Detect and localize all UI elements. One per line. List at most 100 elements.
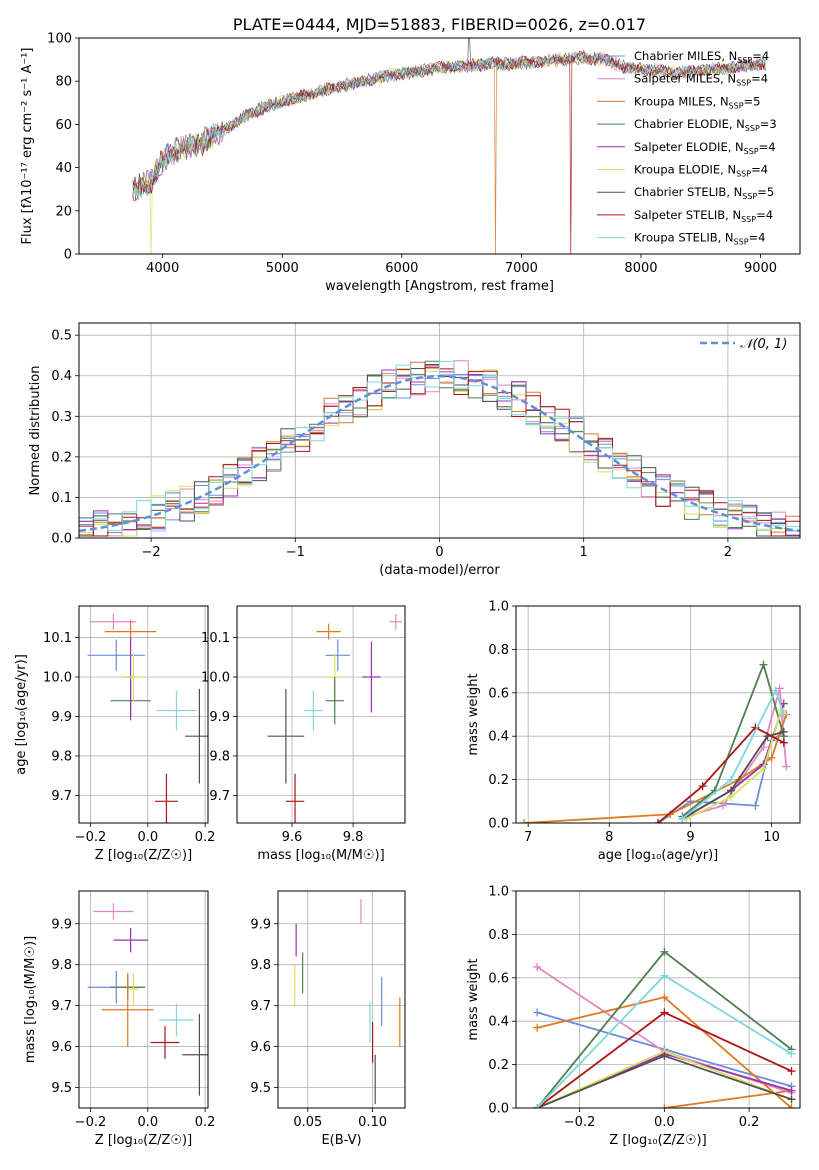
age_vs_mass-frame (236, 605, 406, 824)
mass_weight_vs_Z-ticks: −0.2 0.0 0.2 0.0 0.2 0.4 0.6 0.8 1.0 (488, 885, 759, 1131)
y-tick-label: 1.0 (488, 885, 509, 900)
y-tick-label: 10.1 (43, 631, 72, 646)
y-tick-label: 100 (47, 32, 72, 47)
y-tick-label: 0.2 (51, 450, 72, 465)
x-tick-label: −2 (142, 545, 161, 560)
y-tick-label: 0.2 (488, 1058, 509, 1073)
x-tick-label: 1 (580, 545, 588, 560)
y-tick-label: 9.8 (51, 749, 72, 764)
residuals-plot-area (79, 360, 800, 537)
x-tick-label: 0.2 (195, 1115, 216, 1130)
mass_vs_Z-ticks: −0.2 0.0 0.2 9.5 9.6 9.7 9.8 9.9 (51, 917, 215, 1130)
y-axis-label: mass weight (466, 958, 481, 1040)
y-tick-label: 0.8 (488, 928, 509, 943)
mass_vs_ebv-grid (278, 891, 405, 1108)
y-tick-label: 9.7 (51, 999, 72, 1014)
y-tick-label: 20 (55, 204, 72, 219)
legend-entry: Salpeter MILES, NSSP=4 (634, 72, 768, 88)
x-axis-label: wavelength [Angstrom, rest frame] (325, 279, 554, 294)
weight-marker (779, 738, 788, 747)
spectrum-line (132, 51, 766, 254)
x-tick-label: 9000 (744, 261, 777, 276)
weight-marker (775, 684, 784, 693)
errorbar-point (389, 613, 402, 630)
mass_vs_Z-grid (79, 891, 208, 1108)
y-axis-label: age [log₁₀(age/yr)] (14, 654, 29, 775)
residuals-ticks: −2 −1 0 1 2 0.0 0.1 0.2 0.3 0.4 0.5 (51, 329, 732, 560)
weight-marker (678, 814, 687, 823)
x-tick-label: 0.05 (293, 1115, 322, 1130)
weight-marker (771, 686, 780, 695)
y-tick-label: 0.2 (488, 773, 509, 788)
weight-marker (779, 710, 788, 719)
errorbar-point (93, 903, 134, 920)
residuals-frame (78, 322, 801, 539)
y-axis-label: mass weight (466, 673, 481, 755)
weight-marker (660, 1008, 669, 1017)
mass_weight_vs_age-panel: 7 8 9 10 0.0 0.2 0.4 0.6 0.8 1.0 age [log₁₀(age/yr… (466, 600, 801, 863)
x-tick-label: 0.0 (654, 1115, 675, 1130)
errorbar-point (182, 1013, 208, 1096)
errorbar-point (304, 690, 323, 731)
x-axis-label: mass [log₁₀(M/M☉)] (257, 848, 384, 863)
errorbar-point (316, 623, 341, 640)
errorbar-point (122, 653, 145, 701)
weight-marker (533, 1023, 542, 1032)
weight-marker (533, 1008, 542, 1017)
age_vs_mass-grid (237, 606, 405, 823)
weight-line (686, 709, 783, 820)
mass_weight_vs_age-ticks: 7 8 9 10 0.0 0.2 0.4 0.6 0.8 1.0 (488, 600, 780, 846)
x-tick-label: 6000 (385, 261, 418, 276)
weight-marker (787, 1104, 796, 1108)
y-tick-label: 0.1 (51, 491, 72, 506)
errorbar-point (90, 613, 137, 630)
weight-marker (787, 1086, 796, 1095)
y-tick-label: 9.6 (250, 1040, 271, 1055)
x-axis-label: E(B-V) (321, 1133, 361, 1148)
x-tick-label: 7 (524, 830, 532, 845)
weight-line (664, 1089, 792, 1108)
errorbar-point (150, 1026, 180, 1059)
legend-entry: Chabrier ELODIE, NSSP=3 (634, 117, 777, 133)
x-axis-label: (data-model)/error (379, 563, 500, 578)
y-tick-label: 60 (55, 118, 72, 133)
errorbar-point (325, 677, 344, 725)
age_vs_mass-ticks: 9.6 9.8 9.7 9.8 9.9 10.0 10.1 (201, 631, 363, 845)
x-tick-label: 0.0 (137, 830, 158, 845)
x-tick-label: −1 (286, 545, 305, 560)
y-tick-label: 10.1 (201, 631, 230, 646)
y-tick-label: 10.0 (201, 671, 230, 686)
y-tick-label: 10.0 (43, 671, 72, 686)
mass_weight_vs_Z-plot-area (533, 947, 796, 1108)
weight-marker (654, 819, 662, 823)
y-tick-label: 9.5 (250, 1081, 271, 1096)
spectrum-line (132, 51, 766, 200)
y-tick-label: 0.6 (488, 971, 509, 986)
weight-marker (782, 762, 791, 771)
errorbar-point (362, 641, 381, 713)
x-tick-label: 10 (763, 830, 780, 845)
spectrum-ticks: 4000 5000 6000 7000 8000 9000 0 20 40 60 80 100 (47, 32, 777, 277)
x-axis-label: Z [log₁₀(Z/Z☉)] (95, 1133, 192, 1148)
y-tick-label: 0.4 (51, 369, 72, 384)
weight-line (657, 731, 785, 823)
x-tick-label: 0.10 (358, 1115, 387, 1130)
mass_weight_vs_age-plot-area (520, 660, 791, 823)
weight-marker (533, 1104, 542, 1108)
x-tick-label: 9.8 (343, 830, 364, 845)
x-tick-label: 2 (724, 545, 732, 560)
weight-marker (751, 801, 760, 810)
errorbar-point (159, 1003, 194, 1037)
weight-line (657, 726, 785, 823)
legend-entry: 𝒩(0, 1) (740, 337, 787, 352)
mass_vs_ebv-plot-area (294, 899, 401, 1104)
errorbar-point (154, 773, 178, 823)
y-tick-label: 9.9 (51, 917, 72, 932)
weight-line (681, 661, 785, 818)
age_vs_mass-plot-area (267, 613, 402, 823)
x-tick-label: 9 (686, 830, 694, 845)
y-axis-label: Normed distribution (28, 366, 43, 496)
age_vs_Z-grid (79, 606, 208, 823)
y-tick-label: 9.7 (51, 789, 72, 804)
